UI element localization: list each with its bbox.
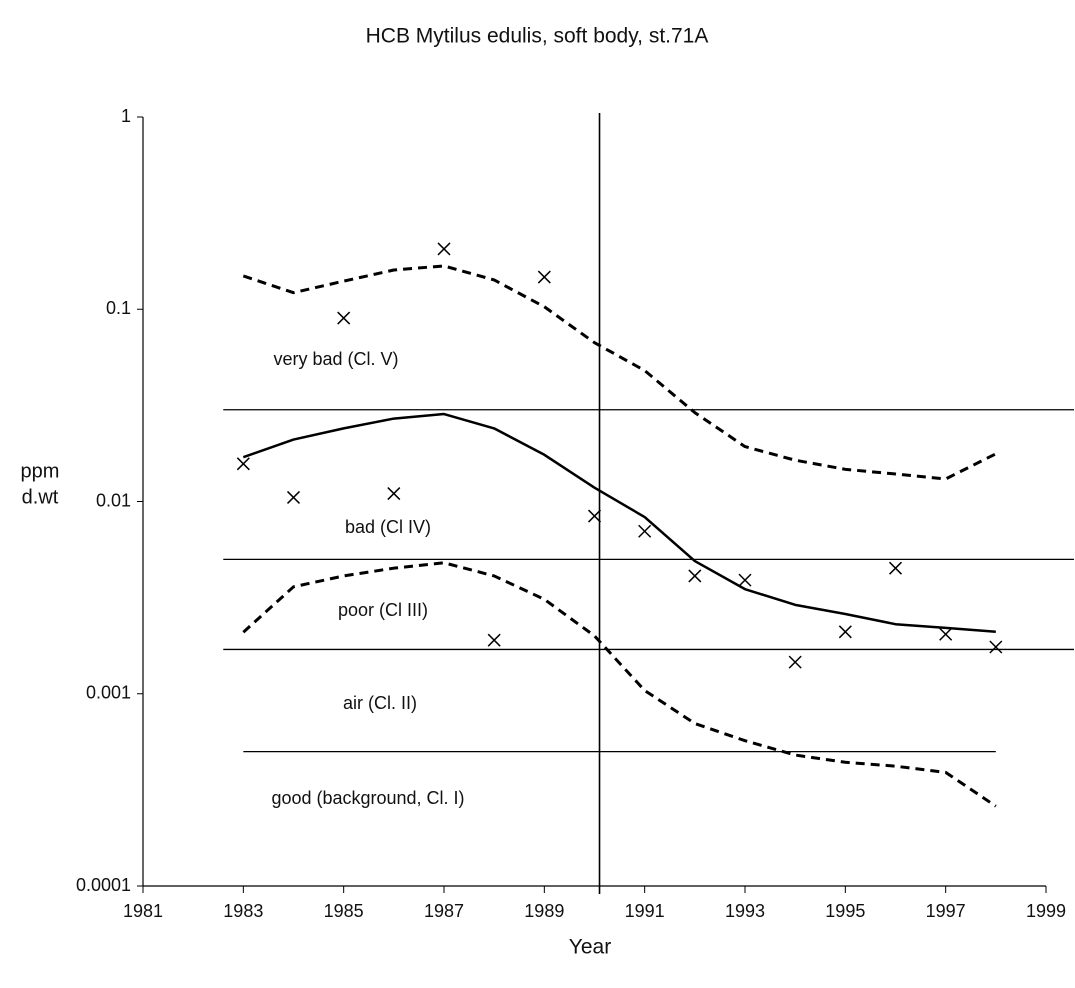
data-point (587, 509, 602, 523)
class-label: poor (Cl III) (338, 600, 428, 620)
y-axis-label: d.wt (22, 486, 59, 508)
x-tick-label: 1997 (926, 901, 966, 921)
data-point (838, 625, 852, 639)
y-tick-label: 0.1 (106, 298, 131, 318)
class-label: air (Cl. II) (343, 693, 417, 713)
x-axis-label: Year (569, 936, 611, 959)
data-point (939, 627, 953, 641)
data-point (286, 490, 301, 504)
data-point (638, 524, 652, 538)
x-tick-label: 1993 (725, 901, 765, 921)
x-tick-label: 1987 (424, 901, 464, 921)
data-point (337, 311, 351, 325)
class-label: very bad (Cl. V) (273, 349, 398, 369)
data-point (236, 457, 250, 471)
data-point (888, 561, 903, 575)
class-label: bad (Cl IV) (345, 517, 431, 537)
data-point (437, 242, 451, 256)
limit-curve (242, 561, 997, 808)
x-tick-label: 1983 (223, 901, 263, 921)
y-tick-label: 0.01 (96, 490, 131, 510)
chart-title: HCB Mytilus edulis, soft body, st.71A (366, 25, 709, 48)
x-tick-label: 1981 (123, 901, 163, 921)
data-point (487, 633, 501, 647)
class-label: good (background, Cl. I) (271, 788, 464, 808)
data-point (537, 270, 551, 284)
data-point (387, 487, 401, 501)
data-point (688, 569, 702, 583)
y-axis-label: ppm (21, 460, 60, 482)
x-tick-label: 1999 (1026, 901, 1066, 921)
data-point (989, 640, 1003, 654)
x-tick-label: 1985 (324, 901, 364, 921)
limit-curve (242, 264, 997, 481)
data-point (738, 573, 752, 587)
y-tick-label: 0.0001 (76, 875, 131, 895)
trend-line (242, 412, 996, 634)
y-tick-label: 0.001 (86, 683, 131, 703)
x-tick-label: 1989 (524, 901, 564, 921)
x-tick-label: 1995 (825, 901, 865, 921)
x-tick-label: 1991 (625, 901, 665, 921)
y-tick-label: 1 (121, 106, 131, 126)
data-point (788, 655, 802, 669)
